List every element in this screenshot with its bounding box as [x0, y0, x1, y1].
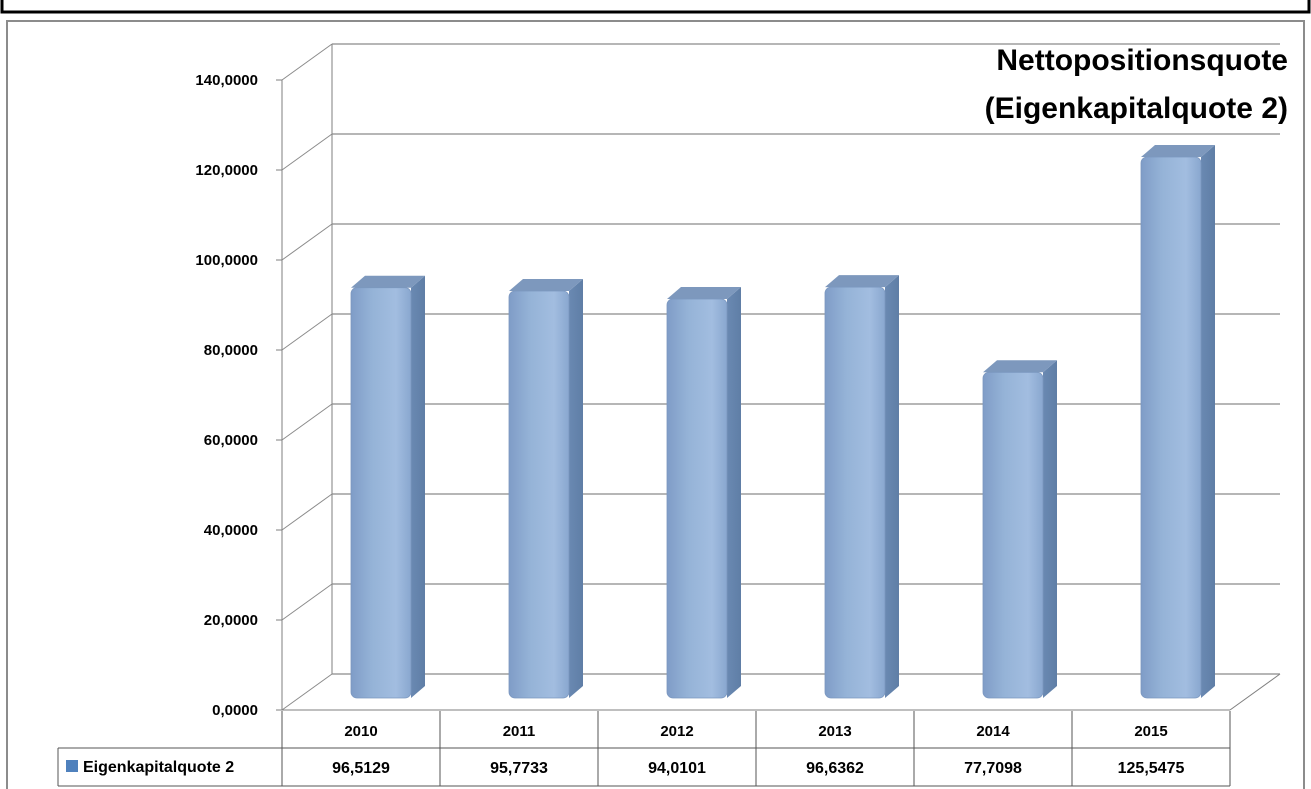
bar-front: [508, 290, 570, 699]
bar-top: [667, 286, 741, 299]
bar-side: [727, 286, 741, 698]
y-axis-tick-labels: 0,0000 20,0000 40,0000 60,0000 80,0000 100,00…: [195, 72, 258, 719]
legend-key: [66, 760, 78, 772]
y-tick-label: 120,0000: [195, 162, 258, 179]
chart-walls: [281, 44, 1281, 711]
top-border-strip: [0, 0, 1311, 14]
bar-top: [509, 279, 583, 292]
data-table: 2010 96,5129 2011 95,7733 2012 94,0101 2013 96,…: [57, 711, 1231, 787]
x-tick-label: 2015: [1134, 723, 1167, 740]
y-tick-label: 80,0000: [204, 342, 258, 359]
bar-side: [569, 279, 583, 698]
bar-side: [885, 275, 899, 698]
chart-title-line: Nettopositionsquote: [996, 44, 1288, 77]
chart-title-group: Nettopositionsquote (Eigenkapitalquote 2): [985, 44, 1288, 125]
y-tick-label: 100,0000: [195, 252, 258, 269]
bar-front: [350, 287, 412, 699]
x-tick-label: 2014: [976, 723, 1010, 740]
gridline-diagonal: [281, 133, 333, 171]
gridline-diagonal: [281, 43, 333, 81]
bar-2010: [350, 275, 425, 699]
chart-title-line: (Eigenkapitalquote 2): [985, 92, 1288, 125]
legend-series-name: Eigenkapitalquote 2: [83, 759, 234, 776]
gridline-diagonal: [281, 313, 333, 351]
bar-top: [1141, 145, 1215, 158]
floor-right-edge: [1229, 673, 1281, 711]
data-label: 77,7098: [964, 760, 1022, 777]
bar-front: [666, 298, 728, 699]
bar-side: [1043, 360, 1057, 698]
gridlines: [276, 43, 1280, 711]
bar-2014: [982, 360, 1057, 699]
y-tick-label: 40,0000: [204, 522, 258, 539]
bars: [350, 145, 1215, 699]
bar-side: [1201, 145, 1215, 698]
data-label: 125,5475: [1118, 760, 1185, 777]
bar-2011: [508, 279, 583, 699]
x-tick-label: 2010: [344, 723, 377, 740]
y-tick-label: 60,0000: [204, 432, 258, 449]
gridline-diagonal: [281, 223, 333, 261]
gridline-diagonal: [281, 673, 333, 711]
x-tick-label: 2011: [503, 723, 536, 740]
bar-top: [825, 275, 899, 288]
bar-2013: [824, 275, 899, 699]
gridline-diagonal: [281, 403, 333, 441]
x-tick-label: 2013: [818, 723, 851, 740]
bar-side: [411, 275, 425, 698]
y-tick-label: 140,0000: [195, 72, 258, 89]
data-label: 94,0101: [648, 760, 706, 777]
x-tick-label: 2012: [660, 723, 693, 740]
data-label: 96,6362: [806, 760, 864, 777]
bar-top: [983, 360, 1057, 373]
y-tick-label: 20,0000: [204, 612, 258, 629]
bar-front: [1140, 156, 1202, 699]
data-label: 95,7733: [490, 760, 548, 777]
gridline-diagonal: [281, 583, 333, 621]
bar-2015: [1140, 145, 1215, 699]
bar-top: [351, 275, 425, 288]
data-label: 96,5129: [332, 760, 390, 777]
y-tick-label: 0,0000: [212, 702, 258, 719]
gridline-diagonal: [281, 493, 333, 531]
bar-front: [824, 286, 886, 699]
bar-2012: [666, 286, 741, 699]
bar-front: [982, 371, 1044, 699]
